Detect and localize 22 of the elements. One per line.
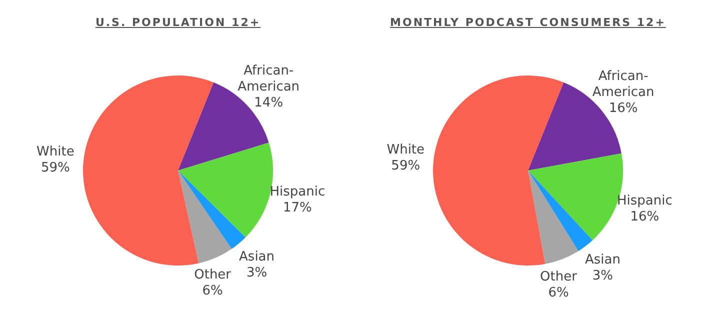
data-label: 16% — [608, 101, 638, 116]
data-label: 17% — [282, 200, 312, 216]
slice-label: Other — [540, 270, 578, 285]
slice-label: African-American — [592, 69, 654, 100]
slice-label: African-American — [238, 64, 300, 95]
data-label: 6% — [548, 286, 569, 301]
data-label: 16% — [630, 210, 660, 225]
slice-label: Hispanic — [270, 184, 326, 200]
slice-label: Other — [194, 268, 232, 283]
data-label: 3% — [246, 265, 268, 280]
data-label: 59% — [40, 160, 70, 176]
data-label: 6% — [202, 284, 223, 299]
slice-label: White — [36, 144, 74, 160]
slice-label: White — [386, 142, 425, 158]
chart-title: MONTHLY PODCAST CONSUMERS 12+ — [389, 16, 667, 31]
slice-label: Hispanic — [617, 194, 672, 209]
data-label: 3% — [592, 268, 614, 284]
data-label: 59% — [391, 158, 420, 174]
data-label: 14% — [254, 96, 284, 111]
slice-label: Asian — [584, 252, 620, 268]
slice-label: Asian — [239, 249, 275, 264]
chart-title: U.S. POPULATION 12+ — [94, 16, 262, 31]
